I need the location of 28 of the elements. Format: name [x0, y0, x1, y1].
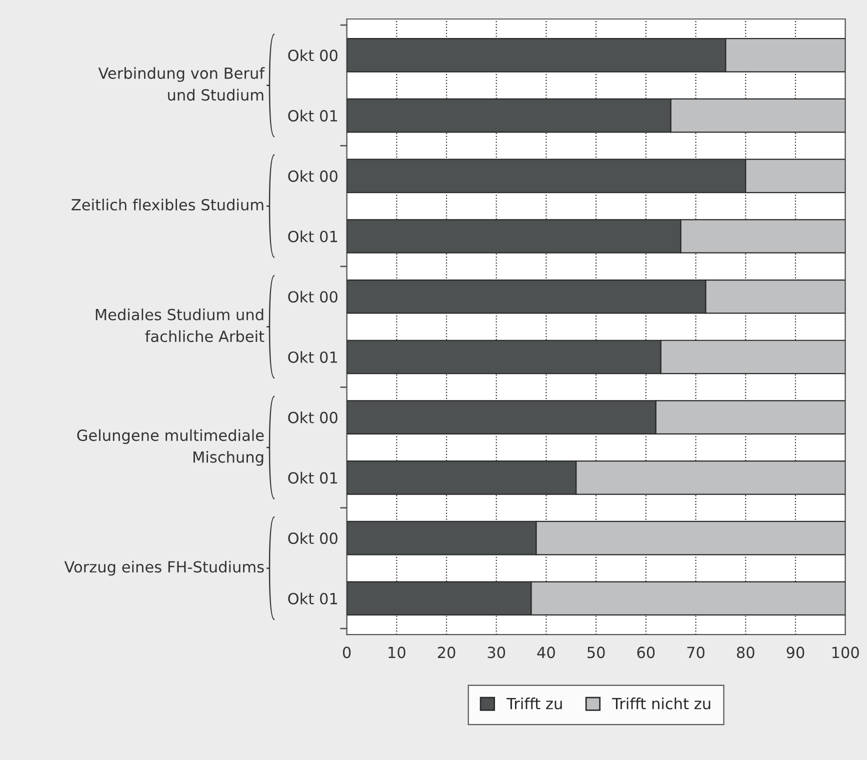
y-tick-label: Okt 00	[288, 49, 338, 62]
x-tick-label: 0	[342, 646, 351, 658]
text: Mediales Studium und fachliche Arbeit	[96, 308, 264, 342]
x-tick-label: 30	[488, 646, 506, 658]
legend-label: Trifft nicht zu	[612, 698, 710, 710]
x-tick-label: 40	[537, 646, 555, 658]
y-tick-label: Okt 01	[288, 110, 338, 122]
x-tick-label: 20	[438, 646, 456, 658]
text: Verbindung von Beruf und Studium	[98, 67, 265, 101]
legend-label: Trifft zu	[506, 698, 562, 710]
x-tick-label: 10	[388, 646, 406, 658]
y-tick-label: Okt 01	[288, 351, 338, 363]
x-tick-label: 90	[786, 646, 804, 658]
y-tick-label: Okt 00	[288, 290, 338, 303]
x-tick-label: 70	[687, 646, 704, 658]
y-tick-label: Okt 00	[288, 532, 338, 544]
y-tick-label: Okt 00	[288, 412, 338, 424]
y-tick-label: Okt 01	[288, 592, 338, 604]
y-tick-label: Okt 01	[288, 472, 338, 484]
text: Vorzug eines FH-Studiums	[64, 560, 264, 576]
x-tick-label: 100	[832, 646, 859, 658]
text: Zeitlich flexibles Studium	[72, 198, 264, 211]
x-tick-label: 80	[736, 646, 754, 658]
x-tick-label: 50	[588, 646, 605, 658]
y-tick-label: Okt 01	[288, 230, 338, 242]
text: Gelungene multimediale Mischung	[77, 429, 264, 466]
y-tick-label: Okt 00	[288, 170, 338, 182]
x-tick-label: 60	[637, 646, 655, 658]
